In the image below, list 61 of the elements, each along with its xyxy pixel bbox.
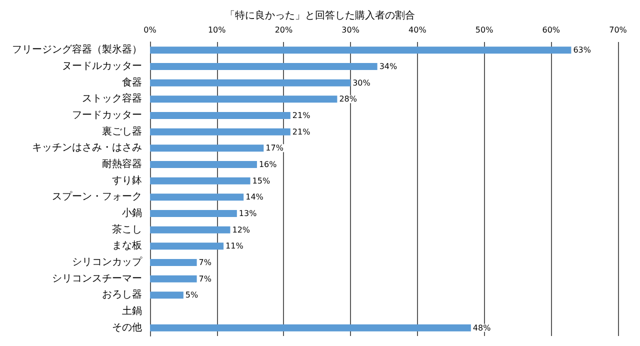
- bar: [150, 259, 197, 266]
- bar: [150, 275, 197, 282]
- data-label: 16%: [258, 160, 278, 169]
- y-tick-label: 食器: [122, 76, 142, 88]
- y-tick-label: おろし器: [102, 290, 142, 301]
- data-label: 15%: [252, 176, 270, 186]
- data-label: 28%: [339, 94, 358, 104]
- x-tick-label: 50%: [475, 26, 494, 34]
- y-tick-label: 裏ごし器: [102, 125, 142, 138]
- data-label: 17%: [266, 144, 284, 153]
- y-tick-label: まな板: [112, 240, 142, 252]
- bar: [150, 161, 257, 168]
- bar: [150, 177, 250, 184]
- bar: [150, 112, 290, 119]
- chart-title: 「特に良かった」と回答した購入者の割合: [225, 10, 415, 22]
- y-tick-label: 茶こし: [112, 223, 142, 236]
- bar: [150, 226, 230, 234]
- data-label: 14%: [246, 192, 264, 202]
- data-label: 30%: [352, 78, 371, 88]
- bar: [150, 292, 184, 299]
- x-tick-label: 10%: [208, 26, 226, 34]
- y-tick-label: 土鍋: [122, 305, 142, 317]
- y-tick-label: フードカッター: [72, 110, 142, 121]
- x-tick-label: 30%: [342, 26, 360, 34]
- x-tick-label: 20%: [274, 26, 294, 34]
- y-tick-label: 小鍋: [122, 207, 142, 219]
- bar: [150, 128, 290, 136]
- data-label: 34%: [379, 62, 398, 71]
- data-label: 21%: [292, 111, 311, 120]
- data-label: 63%: [573, 46, 592, 55]
- bar: [150, 46, 572, 54]
- data-label: 21%: [292, 127, 311, 136]
- bar: [150, 144, 264, 152]
- y-tick-label: シリコンスチーマー: [52, 273, 142, 284]
- bar: [150, 242, 224, 250]
- data-label: 5%: [185, 290, 199, 300]
- x-tick-label: 60%: [542, 26, 560, 34]
- data-label: 11%: [226, 242, 244, 251]
- y-tick-label: その他: [112, 321, 142, 334]
- y-tick-label: 耐熱容器: [102, 158, 142, 170]
- bar: [150, 324, 471, 332]
- data-label: 13%: [238, 209, 258, 218]
- x-tick-label: 0%: [144, 26, 157, 34]
- data-label: 12%: [232, 225, 250, 234]
- bar: [150, 96, 338, 103]
- x-tick-label: 70%: [609, 26, 628, 34]
- data-label: 7%: [198, 258, 212, 267]
- y-tick-label: ストック容器: [82, 92, 142, 105]
- y-tick-label: シリコンカップ: [72, 256, 143, 268]
- y-tick-label: ヌードルカッター: [62, 61, 142, 72]
- y-tick-label: キッチンはさみ・はさみ: [32, 142, 142, 154]
- y-tick-label: スプーン・フォーク: [52, 190, 142, 203]
- x-tick-label: 40%: [408, 26, 427, 34]
- bar: [150, 79, 351, 86]
- y-tick-label: すり鉢: [112, 174, 142, 186]
- y-tick-label: フリージング容器（製氷器）: [12, 44, 142, 56]
- data-label: 7%: [198, 274, 212, 284]
- data-label: 48%: [472, 323, 492, 332]
- bar: [150, 63, 378, 70]
- bar: [150, 194, 244, 201]
- bar: [150, 210, 237, 217]
